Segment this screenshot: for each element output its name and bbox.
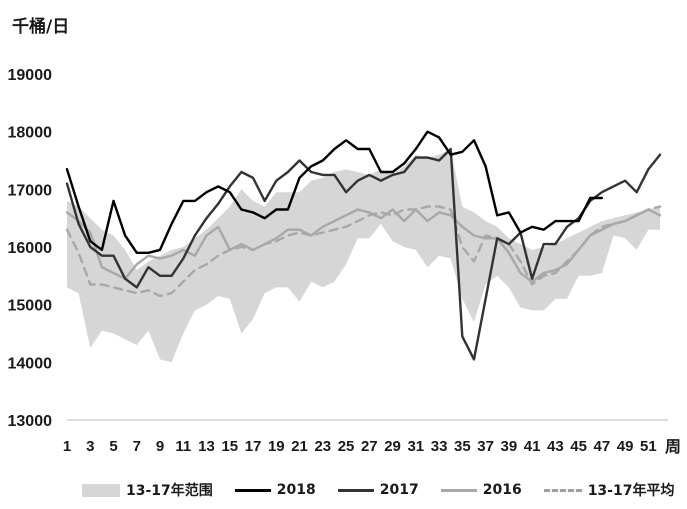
y-tick-label: 17000 xyxy=(8,182,53,199)
x-axis-unit-label: 周 xyxy=(665,437,682,456)
y-axis-unit-label: 千桶/日 xyxy=(12,17,70,37)
legend-item-average: 13-17年平均 xyxy=(543,480,675,500)
legend: 13-17年范围 2018 2017 2016 13-17年平均 xyxy=(82,479,674,501)
legend-label-range: 13-17年范围 xyxy=(126,483,213,499)
x-tick-label: 3 xyxy=(86,438,94,455)
x-tick-label: 11 xyxy=(175,438,191,455)
x-tick-label: 1 xyxy=(63,438,71,455)
series-line-2017 xyxy=(65,147,662,361)
x-tick-label: 43 xyxy=(547,438,564,455)
y-tick-label: 13000 xyxy=(8,413,53,430)
y-tick-label: 19000 xyxy=(8,67,53,84)
x-tick-label: 51 xyxy=(640,438,657,455)
y-tick-label: 18000 xyxy=(8,125,53,142)
x-tick-label: 23 xyxy=(314,438,331,455)
legend-swatch-2018 xyxy=(234,488,271,492)
x-tick-label: 37 xyxy=(477,438,494,455)
legend-item-2018: 2018 xyxy=(234,482,316,498)
legend-swatch-2017 xyxy=(337,488,374,492)
x-tick-label: 47 xyxy=(594,438,611,455)
legend-swatch-range xyxy=(82,483,120,497)
series-line-2018 xyxy=(65,130,604,255)
x-tick-label: 5 xyxy=(109,438,117,455)
legend-label-2017: 2017 xyxy=(379,482,419,498)
legend-item-2017: 2017 xyxy=(337,482,419,498)
x-tick-label: 35 xyxy=(454,438,471,455)
legend-label-2018: 2018 xyxy=(276,482,316,498)
series-line-2016 xyxy=(65,208,662,283)
x-tick-label: 21 xyxy=(291,438,308,455)
x-tick-label: 15 xyxy=(221,438,238,455)
x-tick-label: 49 xyxy=(617,438,634,455)
x-tick-label: 7 xyxy=(133,438,141,455)
x-tick-label: 19 xyxy=(268,438,285,455)
legend-item-2016: 2016 xyxy=(440,482,522,498)
range-band-layer xyxy=(67,149,660,363)
legend-item-range: 13-17年范围 xyxy=(82,480,213,500)
x-tick-label: 25 xyxy=(338,438,355,455)
y-tick-label: 14000 xyxy=(8,355,53,372)
x-tick-label: 45 xyxy=(570,438,587,455)
x-tick-label: 27 xyxy=(361,438,378,455)
x-tick-label: 17 xyxy=(245,438,262,455)
x-tick-label: 39 xyxy=(500,438,517,455)
y-tick-label: 16000 xyxy=(8,240,53,257)
legend-label-2016: 2016 xyxy=(482,482,522,498)
x-tick-label: 9 xyxy=(156,438,164,455)
series-line-13-17年平均 xyxy=(65,205,662,298)
x-tick-label: 31 xyxy=(407,438,424,455)
legend-swatch-average xyxy=(543,488,582,492)
y-tick-label: 15000 xyxy=(8,298,53,315)
legend-label-average: 13-17年平均 xyxy=(587,483,675,499)
range-band-area xyxy=(67,149,660,363)
x-tick-label: 41 xyxy=(524,438,541,455)
x-tick-label: 33 xyxy=(431,438,448,455)
legend-swatch-2016 xyxy=(440,488,477,492)
series-layer xyxy=(65,130,662,361)
x-tick-label: 13 xyxy=(198,438,215,455)
x-tick-label: 29 xyxy=(384,438,401,455)
